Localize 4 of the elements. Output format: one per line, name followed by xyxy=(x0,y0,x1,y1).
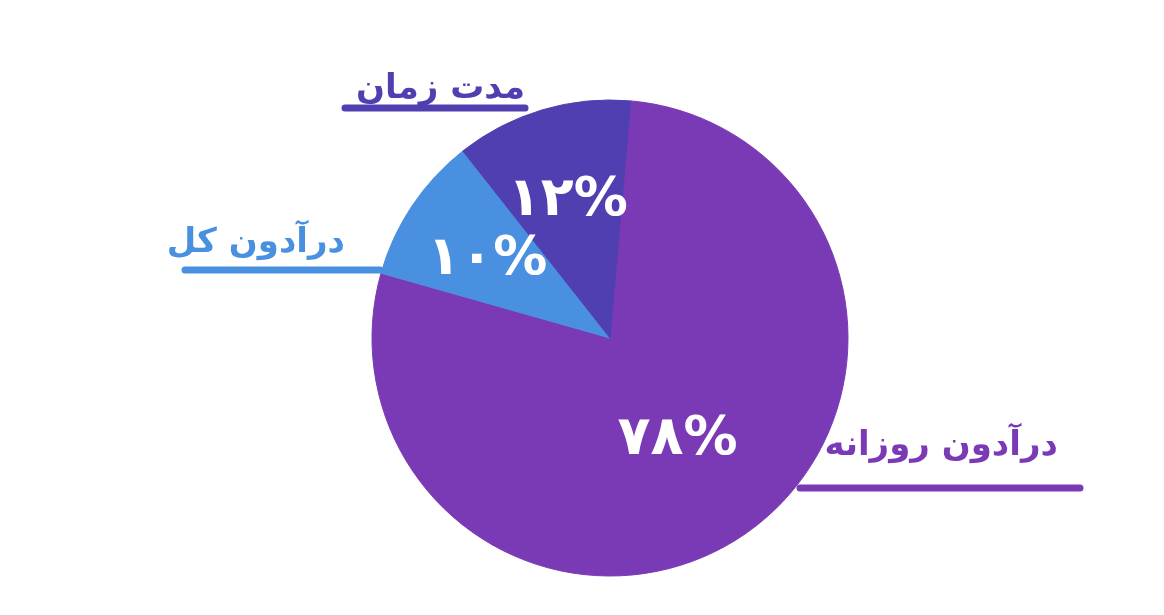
data-label: ۷۸% xyxy=(617,404,738,468)
slice-label: مدت زمان xyxy=(355,66,525,106)
slice-label: درآدون روزانه xyxy=(824,422,1058,464)
slice-label: درآدون کل xyxy=(166,219,345,261)
